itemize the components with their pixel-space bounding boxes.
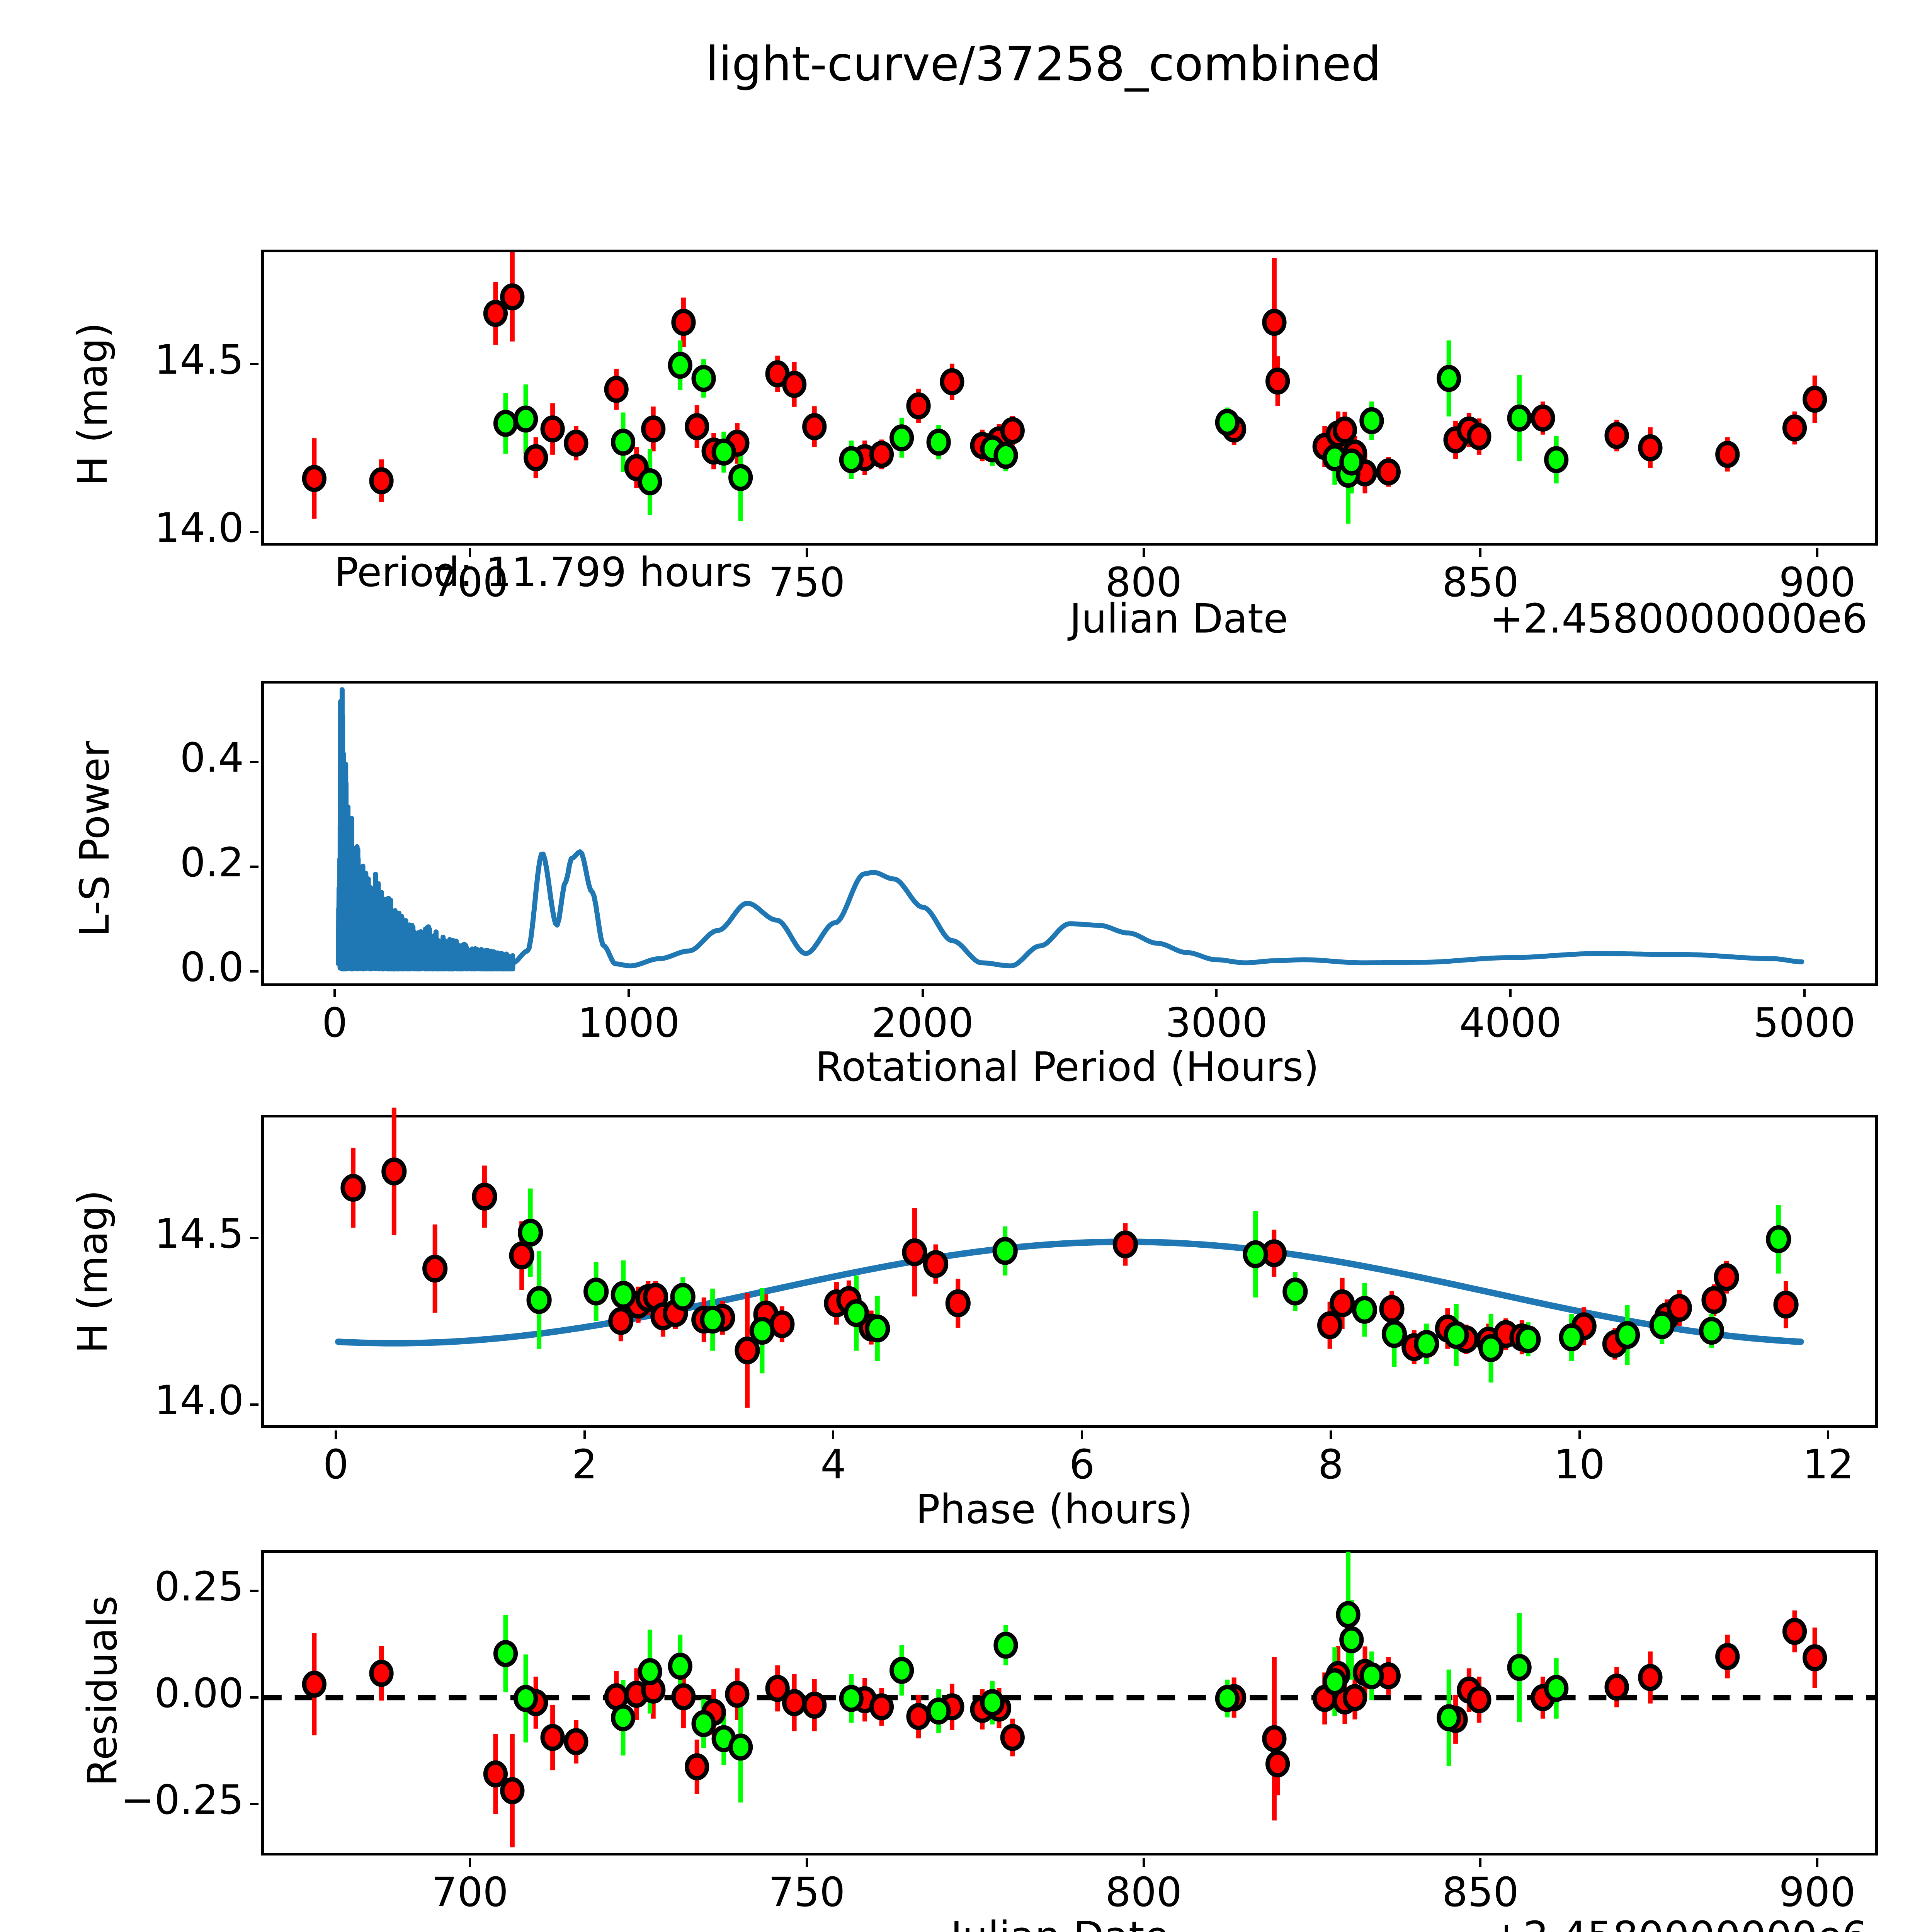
x-tick-label: 0 <box>323 1441 349 1488</box>
y-tick-label: 0.25 <box>154 1563 244 1610</box>
x-tickmark <box>1215 989 1218 997</box>
y-tick-label: 0.4 <box>180 734 244 782</box>
panel4-xlabel: Julian Date <box>951 1913 1169 1932</box>
x-tickmark <box>1081 1430 1083 1439</box>
x-tick-label: 10 <box>1554 1441 1605 1488</box>
x-tick-label: 4000 <box>1459 999 1562 1046</box>
x-tickmark <box>469 1858 471 1867</box>
x-tick-label: 800 <box>1105 559 1182 606</box>
panel-phase-folded <box>261 1107 1878 1428</box>
x-tickmark <box>1827 1430 1830 1439</box>
y-tickmark <box>250 866 259 868</box>
x-tick-label: 700 <box>432 1869 509 1916</box>
x-tickmark <box>333 989 336 997</box>
panel1-x-offset-text: +2.4580000000e6 <box>1490 595 1868 642</box>
y-tickmark <box>250 531 259 534</box>
page-title: light-curve/37258_combined <box>705 37 1381 92</box>
x-tick-label: 12 <box>1803 1441 1854 1488</box>
x-tickmark <box>1479 1858 1482 1867</box>
panel-periodogram <box>261 681 1878 986</box>
x-tickmark <box>832 1430 835 1439</box>
x-tickmark <box>469 548 471 557</box>
x-tick-label: 750 <box>768 559 845 606</box>
panel3-ylabel: H (mag) <box>69 1190 116 1354</box>
x-tickmark <box>583 1430 586 1439</box>
y-tickmark <box>250 1589 259 1592</box>
y-tickmark <box>250 1696 259 1699</box>
x-tick-label: 0 <box>322 999 348 1046</box>
panel2-xlabel: Rotational Period (Hours) <box>815 1043 1319 1090</box>
x-tickmark <box>335 1430 337 1439</box>
y-tickmark <box>250 1803 259 1806</box>
y-tick-label: 0.0 <box>180 944 244 991</box>
x-tick-label: 1000 <box>577 999 680 1046</box>
panel-residuals <box>261 1550 1878 1855</box>
x-tickmark <box>1816 548 1819 557</box>
x-tickmark <box>1479 548 1482 557</box>
x-tickmark <box>1803 989 1806 997</box>
x-tickmark <box>806 548 808 557</box>
x-tick-label: 3000 <box>1165 999 1268 1046</box>
panel1-period-annotation: Period: 11.799 hours <box>334 549 752 596</box>
x-tickmark <box>1816 1858 1819 1867</box>
x-tickmark <box>921 989 924 997</box>
y-tick-label: 14.0 <box>154 1376 244 1424</box>
x-tick-label: 900 <box>1779 1869 1856 1916</box>
x-tick-label: 800 <box>1105 1869 1182 1916</box>
y-tick-label: −0.25 <box>121 1776 244 1824</box>
x-tickmark <box>1142 548 1145 557</box>
periodogram-plot <box>336 687 1804 972</box>
x-tickmark <box>1509 989 1512 997</box>
x-tickmark <box>1329 1430 1332 1439</box>
panel4-x-offset-text: +2.4580000000e6 <box>1490 1913 1867 1932</box>
y-tickmark <box>250 761 259 764</box>
x-tick-label: 700 <box>432 559 509 606</box>
panel-raw-light-curve <box>261 250 1878 546</box>
panel3-xlabel: Phase (hours) <box>916 1486 1193 1533</box>
panel1-ylabel: H (mag) <box>69 322 116 486</box>
panel1-xlabel: Julian Date <box>1070 595 1288 642</box>
residuals-plot <box>264 1551 1875 1847</box>
x-tickmark <box>806 1858 808 1867</box>
x-tick-label: 8 <box>1318 1441 1344 1488</box>
phase-folded-plot <box>335 1107 1804 1408</box>
x-tick-label: 900 <box>1779 559 1856 606</box>
y-tickmark <box>250 970 259 973</box>
y-tick-label: 0.2 <box>180 839 244 886</box>
y-tick-label: 0.00 <box>154 1670 244 1717</box>
y-tickmark <box>250 362 259 365</box>
x-tick-label: 850 <box>1442 559 1519 606</box>
x-tick-label: 2000 <box>871 999 974 1046</box>
x-tickmark <box>627 989 630 997</box>
x-tick-label: 5000 <box>1753 999 1856 1046</box>
x-tick-label: 2 <box>571 1441 597 1488</box>
raw-light-curve-plot <box>302 252 1827 524</box>
x-tick-label: 4 <box>820 1441 846 1488</box>
x-tickmark <box>1142 1858 1145 1867</box>
y-tick-label: 14.5 <box>154 336 244 383</box>
y-tick-label: 14.0 <box>154 504 244 552</box>
y-tickmark <box>250 1403 259 1406</box>
x-tickmark <box>1578 1430 1581 1439</box>
y-tick-label: 14.5 <box>154 1210 244 1257</box>
x-tick-label: 6 <box>1069 1441 1095 1488</box>
y-tickmark <box>250 1236 259 1239</box>
x-tick-label: 850 <box>1442 1869 1519 1916</box>
x-tick-label: 750 <box>768 1869 845 1916</box>
